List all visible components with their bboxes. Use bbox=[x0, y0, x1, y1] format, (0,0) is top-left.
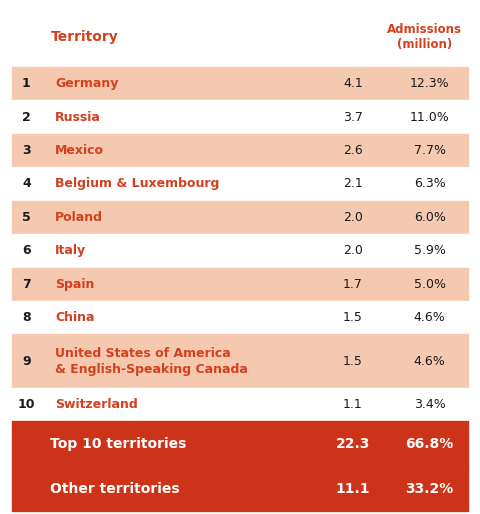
Text: 5.9%: 5.9% bbox=[414, 244, 445, 258]
Bar bbox=[12, 200, 468, 234]
Text: Top 10 territories: Top 10 territories bbox=[50, 437, 187, 451]
Bar bbox=[12, 8, 468, 67]
Text: 8: 8 bbox=[22, 311, 31, 324]
Bar bbox=[12, 234, 468, 268]
Text: 66.8%: 66.8% bbox=[406, 437, 454, 451]
Bar bbox=[12, 167, 468, 200]
Text: 2.0: 2.0 bbox=[343, 211, 363, 224]
Text: 6.0%: 6.0% bbox=[414, 211, 445, 224]
Text: Russia: Russia bbox=[55, 111, 101, 123]
Bar bbox=[12, 421, 468, 467]
Bar bbox=[12, 268, 468, 301]
Text: 33.2%: 33.2% bbox=[406, 482, 454, 496]
Text: 11.1: 11.1 bbox=[336, 482, 370, 496]
Text: Italy: Italy bbox=[55, 244, 86, 258]
Text: Other territories: Other territories bbox=[50, 482, 180, 496]
Bar bbox=[12, 100, 468, 134]
Text: 22.3: 22.3 bbox=[336, 437, 370, 451]
Text: 11.0%: 11.0% bbox=[410, 111, 449, 123]
Text: Admissions
(million): Admissions (million) bbox=[387, 23, 462, 51]
Text: 4.1: 4.1 bbox=[343, 77, 363, 90]
Text: 4.6%: 4.6% bbox=[414, 355, 445, 368]
Text: 6: 6 bbox=[22, 244, 31, 258]
Bar bbox=[12, 67, 468, 100]
Text: 3.4%: 3.4% bbox=[414, 398, 445, 411]
Text: Belgium & Luxembourg: Belgium & Luxembourg bbox=[55, 177, 219, 190]
Text: Poland: Poland bbox=[55, 211, 103, 224]
Text: 10: 10 bbox=[18, 398, 35, 411]
Text: 5.0%: 5.0% bbox=[414, 278, 445, 291]
Bar bbox=[12, 134, 468, 167]
Text: 3: 3 bbox=[22, 144, 31, 157]
Text: 2: 2 bbox=[22, 111, 31, 123]
Text: Switzerland: Switzerland bbox=[55, 398, 138, 411]
Text: 1: 1 bbox=[22, 77, 31, 90]
Text: Spain: Spain bbox=[55, 278, 95, 291]
Text: Mexico: Mexico bbox=[55, 144, 104, 157]
Text: 12.3%: 12.3% bbox=[410, 77, 449, 90]
Bar bbox=[12, 388, 468, 421]
Text: 9: 9 bbox=[22, 355, 31, 368]
Text: United States of America
& English-Speaking Canada: United States of America & English-Speak… bbox=[55, 346, 248, 376]
Bar bbox=[12, 301, 468, 335]
Text: 1.5: 1.5 bbox=[343, 355, 363, 368]
Text: 3.7: 3.7 bbox=[343, 111, 363, 123]
Text: China: China bbox=[55, 311, 95, 324]
Text: 4.6%: 4.6% bbox=[414, 311, 445, 324]
Text: 1.5: 1.5 bbox=[343, 311, 363, 324]
Bar bbox=[12, 335, 468, 388]
Text: 4: 4 bbox=[22, 177, 31, 190]
Text: Germany: Germany bbox=[55, 77, 119, 90]
Text: 5: 5 bbox=[22, 211, 31, 224]
Text: 7.7%: 7.7% bbox=[414, 144, 445, 157]
Text: 1.1: 1.1 bbox=[343, 398, 363, 411]
Text: 6.3%: 6.3% bbox=[414, 177, 445, 190]
Text: 1.7: 1.7 bbox=[343, 278, 363, 291]
Text: 2.6: 2.6 bbox=[343, 144, 363, 157]
Bar bbox=[12, 467, 468, 511]
Text: 2.1: 2.1 bbox=[343, 177, 363, 190]
Text: 2.0: 2.0 bbox=[343, 244, 363, 258]
Text: 7: 7 bbox=[22, 278, 31, 291]
Text: Territory: Territory bbox=[50, 30, 118, 44]
